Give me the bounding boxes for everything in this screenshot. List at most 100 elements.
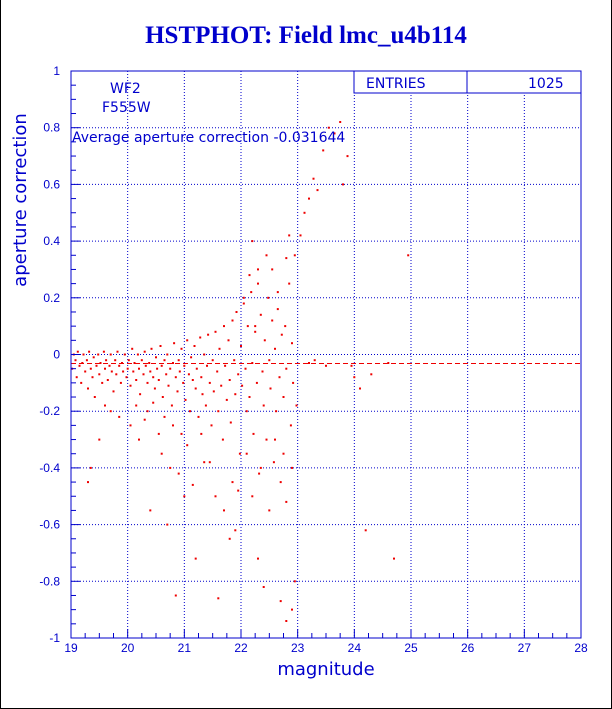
data-point xyxy=(126,367,129,370)
data-point xyxy=(285,620,288,622)
data-point xyxy=(183,364,186,367)
data-point xyxy=(169,466,172,469)
data-point xyxy=(218,347,221,350)
x-tick-label: 20 xyxy=(121,641,135,655)
data-point xyxy=(98,438,101,441)
data-point xyxy=(150,347,153,350)
data-point xyxy=(84,370,87,373)
y-tick-label: -0.4 xyxy=(39,461,60,475)
data-point xyxy=(325,364,327,367)
y-tick-label: 0.6 xyxy=(43,177,60,191)
data-point xyxy=(163,415,166,418)
data-point xyxy=(140,359,143,362)
data-point xyxy=(285,257,288,260)
data-point xyxy=(166,523,169,526)
data-point xyxy=(393,557,395,560)
x-axis-ticks: 19 20 21 22 23 24 25 26 27 28 xyxy=(64,629,588,655)
data-point xyxy=(93,396,96,398)
data-point xyxy=(74,359,77,362)
data-point xyxy=(217,597,220,600)
data-point xyxy=(265,438,268,441)
data-point xyxy=(82,353,85,356)
data-point xyxy=(112,390,115,393)
data-point xyxy=(214,330,217,333)
data-point xyxy=(191,483,194,486)
data-point xyxy=(238,452,241,455)
y-tick-label: -0.2 xyxy=(39,404,60,418)
data-point xyxy=(292,381,295,384)
data-point xyxy=(221,438,224,441)
data-point xyxy=(104,404,106,407)
data-point xyxy=(291,342,293,345)
data-point xyxy=(274,438,276,441)
data-point xyxy=(240,345,242,347)
data-point xyxy=(299,234,302,237)
data-point xyxy=(203,461,206,464)
data-point xyxy=(138,438,140,441)
data-point xyxy=(122,370,125,373)
data-point xyxy=(346,155,349,158)
data-point xyxy=(146,381,149,384)
data-point xyxy=(116,350,119,353)
data-point xyxy=(327,126,330,129)
data-point xyxy=(135,379,138,381)
data-point xyxy=(282,452,285,455)
data-point xyxy=(136,353,139,356)
data-point xyxy=(173,342,176,345)
page-title: HSTPHOT: Field lmc_u4b114 xyxy=(145,22,467,49)
data-point xyxy=(208,461,211,464)
data-point xyxy=(210,424,213,427)
data-point xyxy=(234,529,237,532)
data-point xyxy=(269,387,272,390)
y-tick-label: 0 xyxy=(53,348,60,362)
data-point xyxy=(108,364,111,367)
data-point xyxy=(214,495,217,498)
data-point xyxy=(139,393,142,396)
data-point xyxy=(211,359,214,362)
data-point xyxy=(291,608,293,611)
data-point xyxy=(152,401,155,404)
y-tick-label: -1 xyxy=(49,631,60,645)
data-point xyxy=(176,390,179,393)
x-tick-label: 28 xyxy=(574,641,588,655)
data-point xyxy=(102,350,105,353)
x-tick-label: 21 xyxy=(178,641,192,655)
data-point xyxy=(339,121,342,123)
data-point xyxy=(289,424,292,427)
data-point xyxy=(125,376,128,379)
data-point xyxy=(282,396,285,398)
y-tick-label: 0.4 xyxy=(43,234,60,248)
data-point xyxy=(288,234,291,237)
x-tick-label: 26 xyxy=(461,641,475,655)
data-point xyxy=(259,313,262,316)
data-point xyxy=(280,333,283,336)
stats-value: 1025 xyxy=(528,76,564,92)
data-point xyxy=(220,384,223,387)
average-correction-text: Average aperture correction -0.031644 xyxy=(72,130,345,146)
data-point xyxy=(159,345,162,347)
data-point xyxy=(251,362,254,364)
stats-box: ENTRIES 1025 xyxy=(353,70,582,94)
data-point xyxy=(87,387,89,390)
data-point xyxy=(149,509,152,512)
data-point xyxy=(184,398,187,401)
data-point xyxy=(110,370,113,373)
data-point xyxy=(350,364,353,367)
data-point xyxy=(257,282,259,285)
data-point xyxy=(268,509,271,512)
data-point xyxy=(370,373,373,376)
data-point xyxy=(193,345,196,347)
data-point xyxy=(257,268,259,271)
data-point xyxy=(200,432,203,435)
data-point xyxy=(101,381,104,384)
data-point xyxy=(359,387,361,390)
x-tick-label: 22 xyxy=(234,641,248,655)
data-point xyxy=(104,367,106,370)
data-point xyxy=(217,410,220,413)
data-point xyxy=(129,424,132,427)
data-point xyxy=(118,415,121,418)
data-point xyxy=(178,370,181,373)
data-point xyxy=(160,364,163,367)
camera-label: WF2 xyxy=(110,81,141,97)
data-point xyxy=(167,384,170,387)
